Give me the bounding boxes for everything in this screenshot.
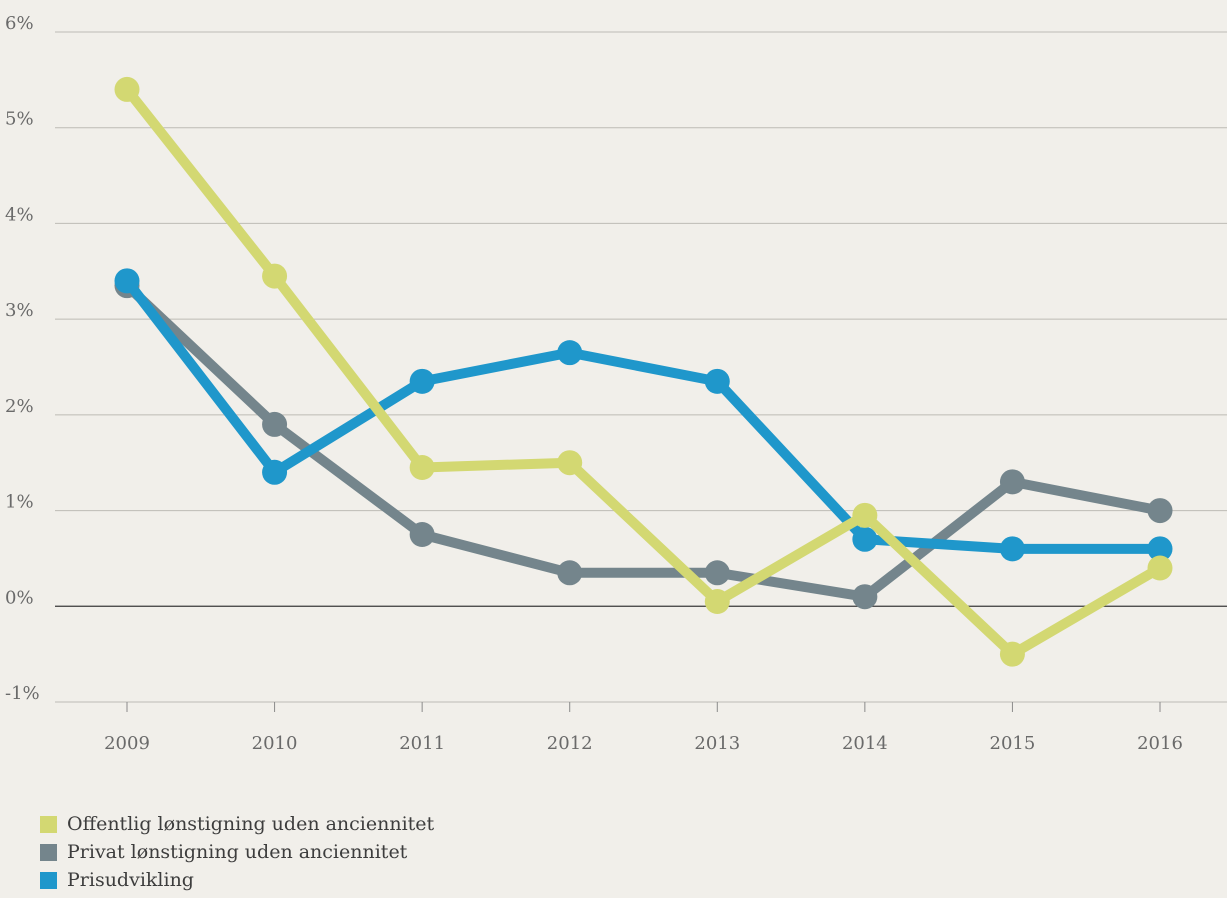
data-point (704, 368, 730, 394)
x-tick-label: 2013 (694, 733, 740, 754)
legend: Offentlig lønstigning uden anciennitet P… (40, 810, 434, 894)
series-line (122, 84, 1165, 660)
data-point (704, 589, 730, 614)
x-tick-label: 2012 (547, 733, 593, 754)
y-tick-label: 5% (5, 109, 34, 130)
y-tick-label: 1% (5, 492, 34, 513)
data-point (262, 411, 288, 437)
data-point (1147, 536, 1173, 562)
series-2 (114, 268, 1173, 562)
data-point (557, 560, 583, 586)
data-point (409, 368, 435, 394)
data-point (999, 469, 1025, 495)
data-point (999, 641, 1025, 667)
data-point (852, 584, 878, 610)
x-tick-label: 2016 (1137, 733, 1183, 754)
y-tick-label: 3% (5, 300, 34, 321)
legend-item-prisudvikling: Prisudvikling (40, 866, 434, 894)
data-point (409, 455, 435, 480)
data-point (262, 459, 288, 485)
data-point (409, 522, 435, 547)
series-0 (114, 76, 1173, 667)
y-tick-label: 4% (5, 204, 34, 225)
legend-item-privat: Privat lønstigning uden anciennitet (40, 838, 434, 866)
data-point (262, 263, 288, 289)
series-line (122, 280, 1165, 602)
legend-swatch-privat (40, 843, 57, 861)
legend-swatch-prisudvikling (40, 871, 57, 889)
legend-item-offentlig: Offentlig lønstigning uden anciennitet (40, 810, 434, 838)
x-tick-label: 2010 (252, 733, 298, 754)
data-point (1147, 555, 1173, 581)
x-tick-label: 2015 (990, 733, 1036, 754)
data-point (852, 502, 878, 528)
series-line (122, 275, 1165, 554)
data-point (1147, 498, 1173, 524)
data-point (999, 536, 1025, 562)
data-point (557, 340, 583, 366)
legend-swatch-offentlig (40, 815, 57, 833)
y-tick-label: 2% (5, 396, 34, 417)
legend-label-privat: Privat lønstigning uden anciennitet (67, 841, 408, 863)
data-point (114, 268, 140, 294)
data-point (852, 526, 878, 552)
y-tick-label: -1% (5, 683, 40, 704)
x-tick-label: 2009 (104, 733, 150, 754)
legend-label-offentlig: Offentlig lønstigning uden anciennitet (67, 813, 435, 835)
data-point (114, 76, 140, 102)
legend-label-prisudvikling: Prisudvikling (67, 869, 194, 891)
data-point (557, 450, 583, 476)
y-tick-label: 0% (5, 587, 34, 608)
x-tick-label: 2011 (399, 733, 445, 754)
y-tick-label: 6% (5, 13, 34, 34)
x-tick-label: 2014 (842, 733, 888, 754)
data-point (704, 560, 730, 586)
